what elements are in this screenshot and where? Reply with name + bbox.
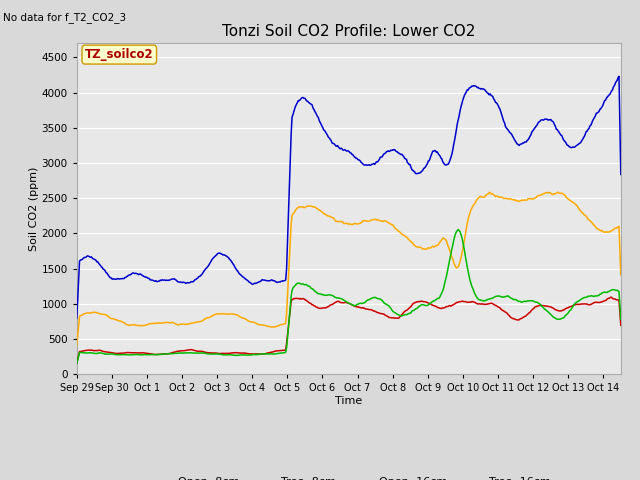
Open -8cm: [607, 294, 614, 300]
X-axis label: Time: Time: [335, 396, 362, 406]
Tree -8cm: [213, 311, 221, 317]
Open -16cm: [73, 360, 81, 366]
Tree -16cm: [169, 276, 177, 282]
Open -16cm: [394, 312, 401, 317]
Open -8cm: [169, 349, 177, 355]
Y-axis label: Soil CO2 (ppm): Soil CO2 (ppm): [29, 167, 39, 251]
Open -16cm: [436, 294, 444, 300]
Open -8cm: [73, 360, 81, 366]
Open -16cm: [213, 351, 221, 357]
Tree -16cm: [73, 315, 81, 321]
Title: Tonzi Soil CO2 Profile: Lower CO2: Tonzi Soil CO2 Profile: Lower CO2: [222, 24, 476, 39]
Line: Open -8cm: Open -8cm: [77, 297, 621, 363]
Tree -8cm: [73, 343, 81, 348]
Open -8cm: [436, 305, 444, 311]
Open -8cm: [483, 301, 490, 307]
Tree -16cm: [483, 89, 490, 95]
Tree -16cm: [615, 73, 623, 79]
Open -16cm: [483, 297, 491, 302]
Open -8cm: [319, 305, 327, 311]
Line: Tree -8cm: Tree -8cm: [77, 192, 621, 346]
Open -8cm: [394, 315, 401, 321]
Tree -16cm: [436, 153, 444, 159]
Open -8cm: [617, 323, 625, 328]
Tree -16cm: [319, 125, 327, 131]
Tree -8cm: [319, 210, 327, 216]
Open -16cm: [319, 291, 327, 297]
Tree -16cm: [617, 171, 625, 177]
Open -16cm: [617, 316, 625, 322]
Tree -8cm: [483, 192, 490, 198]
Legend: Open -8cm, Tree -8cm, Open -16cm, Tree -16cm: Open -8cm, Tree -8cm, Open -16cm, Tree -…: [142, 473, 556, 480]
Tree -8cm: [394, 228, 401, 233]
Text: TZ_soilco2: TZ_soilco2: [85, 48, 154, 61]
Line: Tree -16cm: Tree -16cm: [77, 76, 621, 318]
Tree -8cm: [436, 239, 444, 245]
Tree -16cm: [394, 149, 401, 155]
Open -16cm: [169, 351, 177, 357]
Tree -8cm: [617, 272, 625, 277]
Text: No data for f_T2_CO2_3: No data for f_T2_CO2_3: [3, 12, 126, 23]
Open -16cm: [454, 227, 462, 232]
Tree -8cm: [169, 320, 177, 325]
Line: Open -16cm: Open -16cm: [77, 229, 621, 363]
Open -8cm: [213, 350, 221, 356]
Tree -16cm: [213, 252, 221, 258]
Tree -8cm: [554, 189, 562, 195]
